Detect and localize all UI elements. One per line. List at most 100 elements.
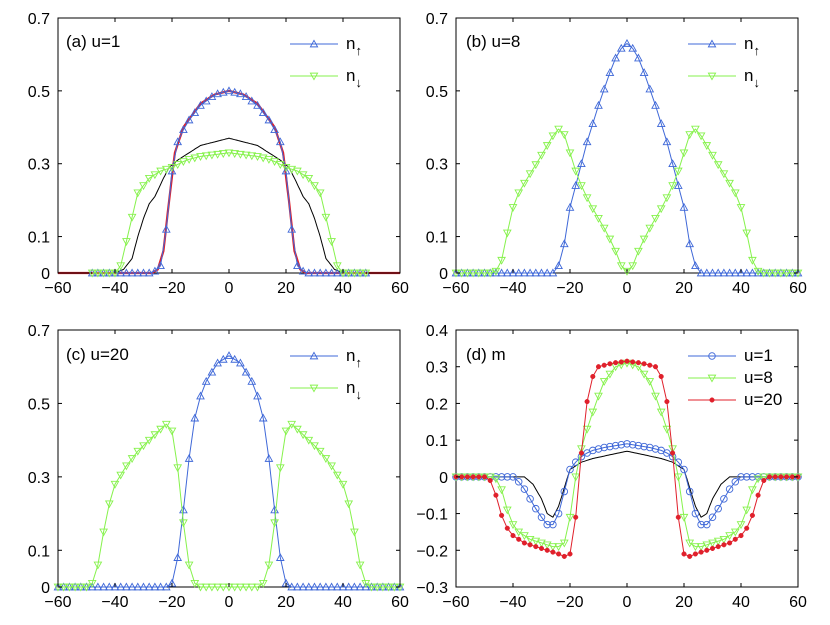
data-point [497, 256, 506, 265]
data-point [139, 582, 148, 591]
data-point [599, 378, 609, 386]
data-point [525, 268, 535, 277]
data-point [696, 132, 706, 141]
data-point [645, 84, 655, 93]
data-point [99, 269, 108, 278]
data-point [270, 125, 279, 134]
data-point [520, 268, 529, 277]
panel-a-axes-box [57, 17, 401, 274]
data-point [275, 464, 285, 473]
legend-subscript: ↓ [753, 75, 760, 90]
data-point [548, 132, 558, 141]
data-point [133, 268, 143, 277]
data-point [584, 399, 590, 405]
data-point [611, 247, 620, 256]
data-point [736, 268, 746, 277]
series-u=20 [453, 358, 801, 559]
data-point [161, 224, 171, 233]
data-point [122, 268, 131, 277]
data-point [372, 583, 382, 592]
legend-subscript: ↑ [355, 355, 362, 370]
data-point [355, 561, 365, 570]
data-point [628, 43, 638, 52]
x-tick-label: 20 [277, 594, 295, 611]
data-point [719, 535, 729, 544]
data-point [753, 475, 763, 484]
legend-marker [708, 352, 716, 360]
data-point [748, 256, 757, 265]
data-point [133, 189, 143, 198]
data-point [144, 174, 154, 183]
data-point [577, 182, 586, 191]
data-point [230, 583, 240, 592]
legend-entry: n↑ [688, 34, 760, 58]
data-point [656, 408, 666, 417]
data-point [635, 360, 641, 366]
data-point [679, 202, 689, 211]
data-point [127, 268, 137, 277]
panel-d-plot [451, 358, 803, 559]
data-point [599, 84, 609, 93]
data-point [698, 549, 704, 555]
x-tick-label: −40 [499, 280, 526, 297]
data-point [304, 436, 314, 445]
x-tick-label: −20 [158, 594, 185, 611]
data-point [321, 268, 331, 277]
data-point [179, 125, 188, 134]
data-point [577, 445, 586, 454]
data-point [696, 268, 706, 277]
data-point [310, 442, 319, 451]
data-point [628, 262, 638, 271]
data-point [559, 539, 569, 548]
legend-entry: u=20 [688, 390, 782, 409]
data-point [264, 561, 274, 570]
data-point [611, 53, 620, 62]
data-point [748, 486, 757, 495]
data-point [624, 358, 630, 364]
data-point [605, 68, 615, 76]
x-tick-label: 40 [334, 594, 352, 611]
data-point [634, 247, 643, 256]
y-tick-label: 0.3 [426, 360, 448, 377]
data-point [241, 367, 251, 376]
data-point [144, 436, 154, 445]
data-point [196, 153, 205, 161]
data-point [542, 541, 552, 550]
data-point [133, 447, 143, 456]
data-point [218, 150, 228, 159]
data-point [784, 474, 790, 480]
data-point [514, 189, 524, 198]
data-point [338, 582, 348, 591]
data-point [571, 473, 581, 482]
data-point [789, 474, 795, 480]
data-point [258, 413, 268, 422]
x-tick-label: −60 [442, 594, 469, 611]
data-point [680, 465, 688, 474]
data-point [759, 269, 769, 278]
panel-c-ticks: −60 −40 −20 0 20 40 60 0 0.1 0.3 0.5 0.7 [28, 323, 409, 611]
data-point [647, 362, 653, 368]
data-point [344, 500, 354, 509]
data-point [537, 539, 546, 548]
data-point [104, 500, 114, 509]
data-point [82, 583, 91, 592]
data-point [736, 521, 746, 530]
data-point [537, 513, 546, 521]
y-tick-label: 0.5 [426, 84, 448, 101]
series-n- [87, 149, 371, 278]
panel-b-axes-box [455, 17, 799, 274]
data-point [755, 492, 761, 498]
data-point [378, 583, 388, 592]
data-point [104, 582, 114, 591]
data-point [355, 269, 365, 278]
data-point [480, 269, 489, 278]
data-point [645, 224, 655, 233]
data-point [332, 268, 342, 277]
x-tick-label: −60 [44, 280, 71, 297]
x-tick-label: −20 [556, 594, 583, 611]
data-point [639, 235, 649, 244]
y-tick-label: 0.1 [426, 230, 448, 247]
data-point [742, 229, 752, 238]
data-point [537, 151, 546, 160]
x-tick-label: 20 [675, 594, 693, 611]
